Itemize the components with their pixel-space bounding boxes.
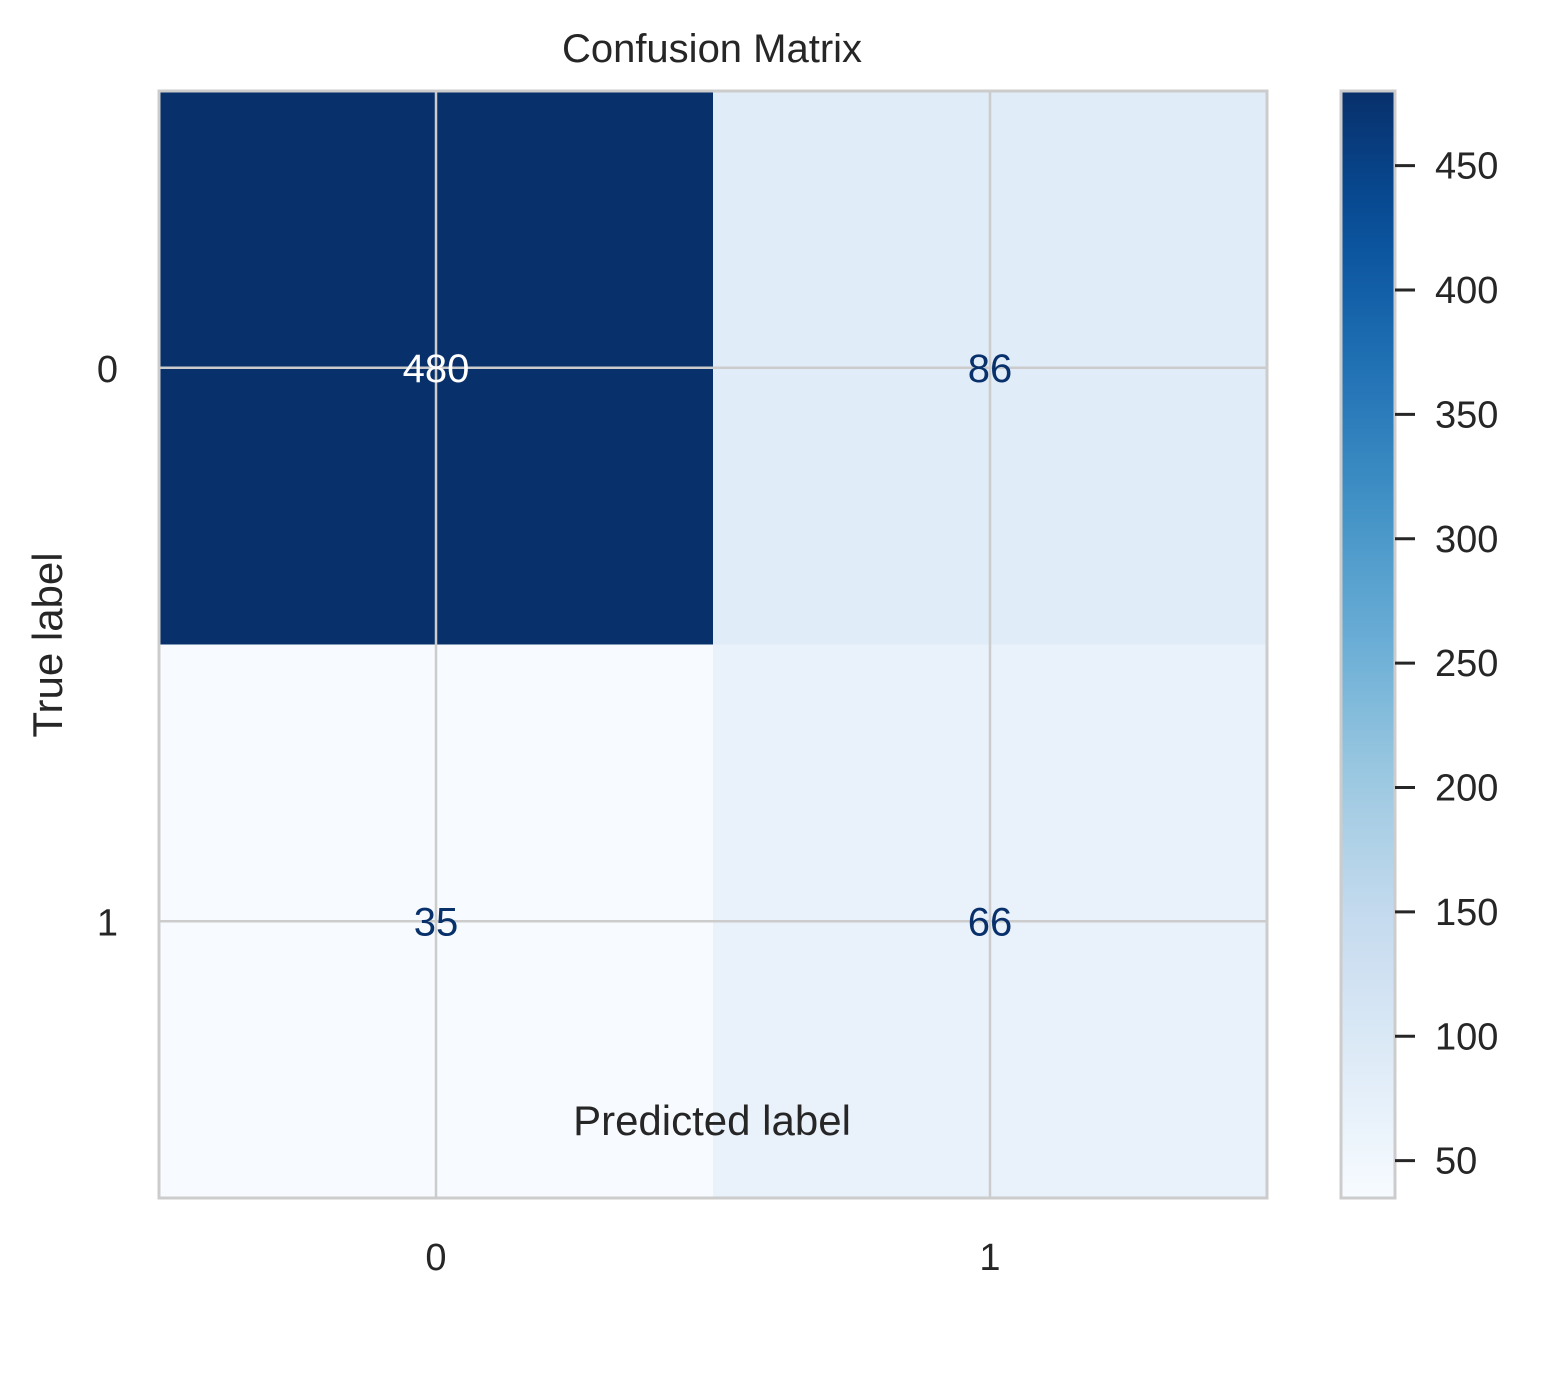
colorbar-ticks: 50 100 150 200 250 300 350 400 450: [1395, 146, 1498, 1183]
colorbar-tick-label: 50: [1435, 1141, 1477, 1183]
colorbar-tick-label: 300: [1435, 519, 1498, 561]
colorbar-tick-label: 350: [1435, 394, 1498, 436]
x-tick-label: 0: [425, 1237, 446, 1279]
colorbar-tick-label: 400: [1435, 270, 1498, 312]
colorbar-tick-label: 100: [1435, 1016, 1498, 1058]
colorbar: [1339, 89, 1397, 1200]
cell-value-label-1-1: 66: [968, 900, 1013, 944]
heatmap-cells: [159, 91, 1268, 1199]
grid-lines: [159, 91, 1267, 1198]
colorbar-tick-label: 200: [1435, 768, 1498, 810]
cell-value-labels: 480 86 35 66: [403, 347, 1013, 945]
colorbar-tick-label: 150: [1435, 892, 1498, 934]
x-tick-label: 1: [979, 1237, 1000, 1279]
y-tick-labels: 01: [97, 349, 118, 945]
colorbar-tick-label: 250: [1435, 643, 1498, 685]
cell-value-label-1-0: 35: [414, 900, 459, 944]
colorbar-tick-label: 450: [1435, 146, 1498, 188]
chart-title: Confusion Matrix: [562, 27, 862, 71]
y-tick-label: 1: [97, 902, 118, 944]
plot-frame: [157, 89, 1269, 1200]
y-tick-label: 0: [97, 349, 118, 391]
x-axis-label: Predicted label: [573, 1097, 851, 1144]
cell-value-label-0-0: 480: [403, 347, 470, 391]
y-axis-label: True label: [24, 552, 71, 737]
cell-value-label-0-1: 86: [968, 347, 1013, 391]
